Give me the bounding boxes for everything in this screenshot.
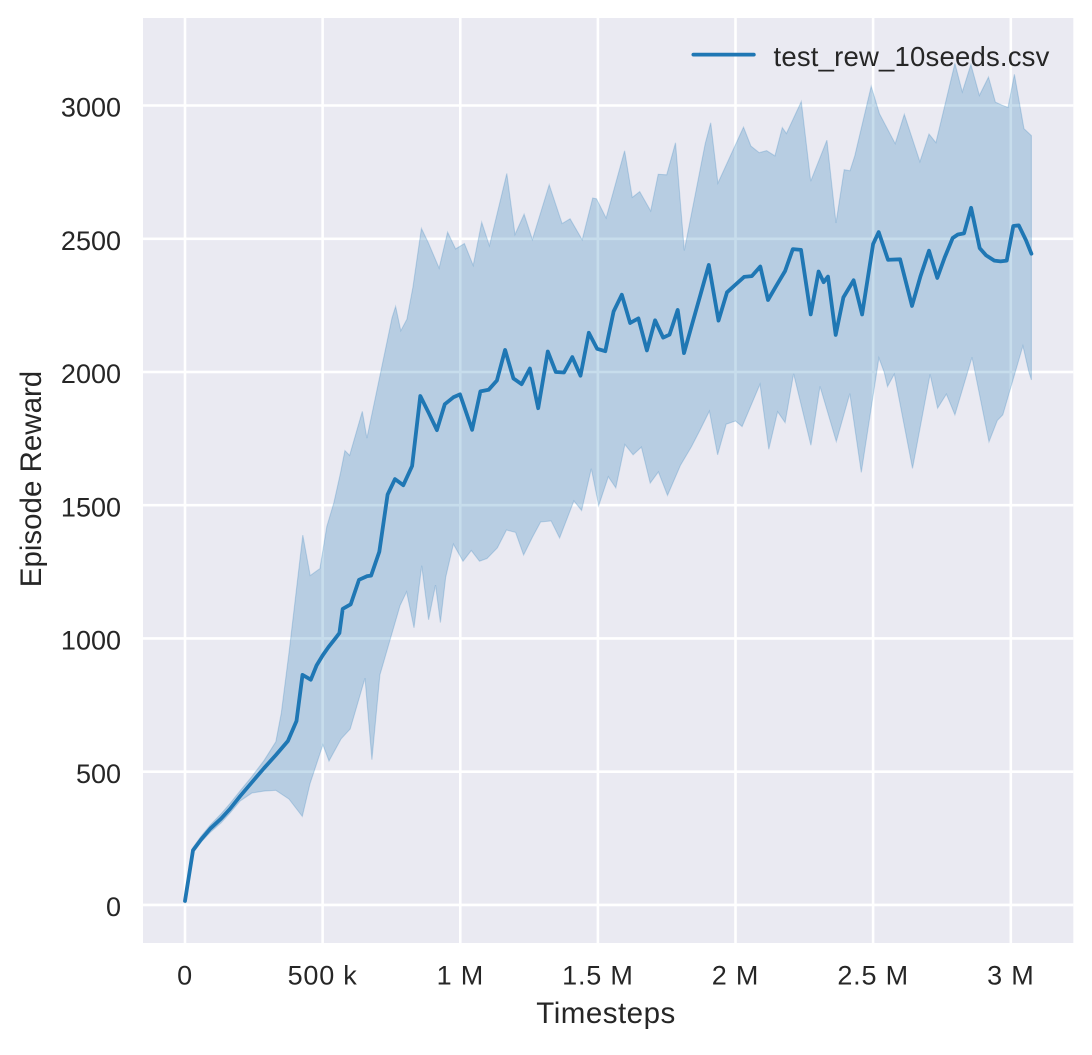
svg-text:1 M: 1 M [437, 961, 484, 991]
svg-text:1000: 1000 [61, 626, 121, 656]
svg-text:3000: 3000 [61, 93, 121, 123]
svg-text:2.5 M: 2.5 M [837, 961, 909, 991]
svg-text:0: 0 [106, 892, 121, 922]
svg-text:Episode Reward: Episode Reward [15, 371, 48, 587]
svg-text:1.5 M: 1.5 M [562, 961, 634, 991]
svg-text:500: 500 [76, 759, 121, 789]
svg-text:0: 0 [177, 961, 193, 991]
svg-text:1500: 1500 [61, 492, 121, 522]
svg-text:2 M: 2 M [712, 961, 759, 991]
svg-text:2500: 2500 [61, 226, 121, 256]
svg-text:3 M: 3 M [987, 961, 1034, 991]
svg-text:500 k: 500 k [288, 961, 358, 991]
svg-text:Timesteps: Timesteps [536, 997, 675, 1030]
svg-text:test_rew_10seeds.csv: test_rew_10seeds.csv [774, 41, 1050, 72]
svg-text:2000: 2000 [61, 359, 121, 389]
